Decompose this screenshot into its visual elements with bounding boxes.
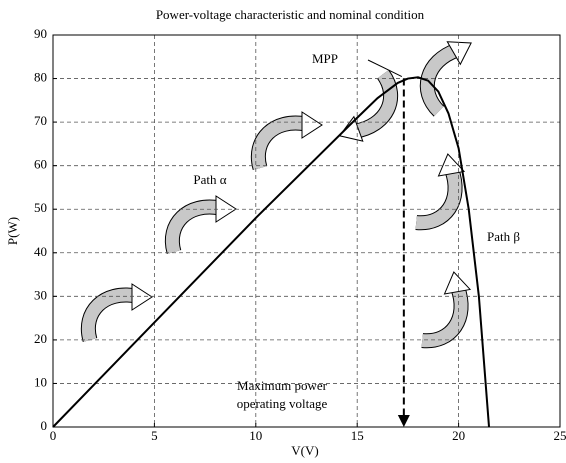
y-tick-label: 50	[34, 200, 47, 215]
y-tick-label: 0	[41, 418, 48, 433]
x-tick-label: 20	[452, 428, 465, 443]
mpp-arrowhead	[398, 415, 410, 427]
x-tick-label: 15	[351, 428, 364, 443]
x-tick-label: 0	[50, 428, 57, 443]
y-tick-label: 90	[34, 26, 47, 41]
x-tick-label: 5	[151, 428, 158, 443]
x-tick-label: 25	[554, 428, 566, 443]
y-tick-label: 10	[34, 374, 47, 389]
y-tick-label: 40	[34, 244, 47, 259]
annotation: operating voltage	[237, 396, 328, 411]
y-tick-label: 60	[34, 157, 47, 172]
y-tick-label: 80	[34, 70, 47, 85]
annotation: MPP	[312, 51, 338, 66]
x-axis-label: V(V)	[291, 443, 318, 458]
y-tick-label: 30	[34, 287, 47, 302]
annotation: Path α	[193, 172, 226, 187]
chart-title: Power-voltage characteristic and nominal…	[156, 7, 425, 22]
annotation: Maximum power	[237, 378, 328, 393]
chart: Power-voltage characteristic and nominal…	[0, 0, 566, 463]
x-tick-label: 10	[249, 428, 262, 443]
y-tick-label: 70	[34, 113, 47, 128]
y-axis-label: P(W)	[5, 217, 20, 245]
y-tick-label: 20	[34, 331, 47, 346]
annotation: Path β	[487, 229, 520, 244]
